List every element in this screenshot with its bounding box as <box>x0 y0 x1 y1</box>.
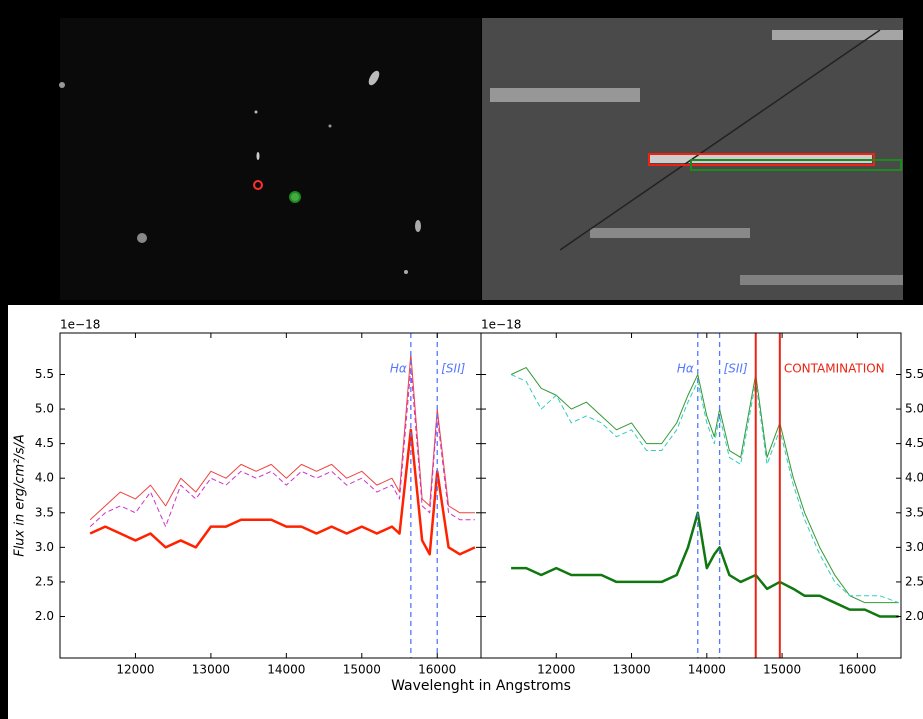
galaxy <box>415 220 421 232</box>
y-tick-label: 4.0 <box>905 471 923 485</box>
y-tick-label: 3.0 <box>905 540 923 554</box>
x-tick-label: 14000 <box>688 663 726 677</box>
y-tick-label: 2.0 <box>35 609 54 623</box>
x-tick-label: 12000 <box>116 663 154 677</box>
star <box>254 110 258 114</box>
y-tick-label: 3.5 <box>35 505 54 519</box>
spectrum-line <box>89 428 476 556</box>
x-tick-label: 13000 <box>612 663 650 677</box>
x-tick-label: 15000 <box>343 663 381 677</box>
galaxy <box>368 70 380 86</box>
x-tick-label: 16000 <box>838 663 876 677</box>
plot-area <box>481 333 901 658</box>
y-tick-label: 4.5 <box>905 436 923 450</box>
green-extraction-box <box>690 159 902 171</box>
x-tick-label: 13000 <box>192 663 230 677</box>
spectrum-trace <box>772 30 903 40</box>
spectrum-line <box>511 511 899 618</box>
galaxy <box>137 233 147 243</box>
x-tick-label: 16000 <box>418 663 456 677</box>
spectrum-line <box>510 367 899 604</box>
line-label: CONTAMINATION <box>784 362 885 376</box>
star <box>59 82 65 88</box>
x-tick-label: 14000 <box>267 663 305 677</box>
star <box>256 152 260 160</box>
artifact-line <box>559 29 881 251</box>
offset-text: 1e−18 <box>60 318 100 332</box>
y-tick-label: 5.0 <box>35 402 54 416</box>
spectrum-trace <box>740 275 903 285</box>
line-label: Hα <box>677 362 694 376</box>
star <box>328 124 332 128</box>
spectrum-trace <box>490 88 640 102</box>
y-tick-label: 3.5 <box>905 505 923 519</box>
line-label: [SII] <box>441 362 465 376</box>
y-axis-label: Flux in erg/cm²/s/A <box>13 434 28 557</box>
x-tick-label: 12000 <box>537 663 575 677</box>
x-tick-label: 15000 <box>763 663 801 677</box>
spectrum-line <box>89 353 475 521</box>
axes-frame <box>480 332 902 659</box>
y-tick-label: 2.5 <box>905 574 923 588</box>
green-target <box>289 191 301 203</box>
y-tick-label: 5.5 <box>905 367 923 381</box>
spectrum-line <box>510 374 899 604</box>
y-tick-label: 2.0 <box>905 609 923 623</box>
y-tick-label: 2.5 <box>35 574 54 588</box>
star <box>404 270 408 274</box>
direct-image-field <box>60 18 481 300</box>
y-tick-label: 3.0 <box>35 540 54 554</box>
offset-text: 1e−18 <box>481 318 521 332</box>
line-label: Hα <box>390 362 407 376</box>
y-tick-label: 4.5 <box>35 436 54 450</box>
dispersed-image <box>482 18 903 300</box>
direct-image <box>59 18 481 300</box>
y-tick-label: 5.0 <box>905 402 923 416</box>
line-label: [SII] <box>724 362 748 376</box>
y-tick-label: 5.5 <box>35 367 54 381</box>
y-tick-label: 4.0 <box>35 471 54 485</box>
spectrum-trace <box>590 228 750 238</box>
spectrum-line <box>89 367 475 528</box>
x-axis-label: Wavelenght in Angstroms <box>391 678 571 694</box>
left-border <box>0 305 8 719</box>
red-target <box>253 180 263 190</box>
